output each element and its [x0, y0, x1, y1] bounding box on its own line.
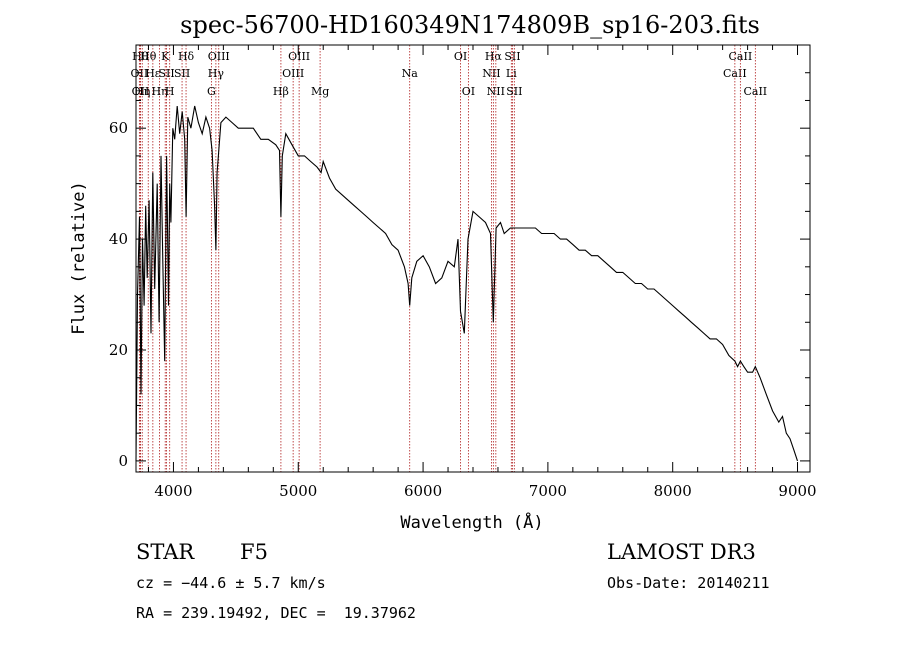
line-label: OII	[131, 67, 149, 80]
line-label: Hθ	[140, 50, 157, 63]
axis-ticks	[136, 45, 810, 472]
line-label: Hγ	[208, 67, 225, 80]
line-label: NII	[487, 85, 505, 98]
line-label: Hη	[151, 85, 167, 98]
x-tick-label: 6000	[404, 482, 442, 500]
plot-frame	[135, 44, 811, 473]
line-label: Hα	[485, 50, 503, 63]
line-label: Hβ	[273, 85, 289, 98]
y-axis-label: Flux (relative)	[69, 181, 89, 335]
x-tick-label: 8000	[654, 482, 692, 500]
line-label: SII	[158, 67, 174, 80]
chart-title: spec-56700-HD160349N174809B_sp16-203.fit…	[180, 11, 760, 39]
line-label: K	[161, 50, 170, 63]
line-label: Li	[506, 67, 517, 80]
line-label: CaII	[729, 50, 753, 63]
y-tick-label: 40	[109, 230, 128, 248]
coordinates: RA = 239.19492, DEC = 19.37962	[136, 604, 416, 622]
y-tick-label: 20	[109, 341, 128, 359]
line-label: Hη	[134, 85, 150, 98]
object-type: STAR	[136, 540, 195, 564]
x-tick-label: 7000	[529, 482, 567, 500]
line-label: OI	[454, 50, 467, 63]
line-label: OIII	[282, 67, 304, 80]
line-label: Na	[402, 67, 419, 80]
x-axis-label: Wavelength (Å)	[400, 511, 543, 533]
redshift-velocity: cz = −44.6 ± 5.7 km/s	[136, 574, 326, 592]
x-tick-label: 5000	[279, 482, 317, 500]
line-label: H	[165, 85, 175, 98]
line-label: Hδ	[178, 50, 195, 63]
y-tick-label: 60	[109, 119, 128, 137]
survey-name: LAMOST DR3	[607, 540, 756, 564]
observation-date: Obs-Date: 20140211	[607, 574, 770, 592]
line-label: OIII	[288, 50, 310, 63]
line-label: Mg	[311, 85, 329, 98]
x-tick-label: 9000	[778, 482, 816, 500]
y-tick-label: 0	[118, 452, 128, 470]
spectral-line-markers: HθOIIOIIHηHθHεHηKSIIHHδSIIGHγOIIIHβOIIIO…	[131, 45, 767, 472]
line-label: CaII	[743, 85, 767, 98]
line-label: SII	[174, 67, 190, 80]
x-tick-label: 4000	[154, 482, 192, 500]
line-label: SII	[506, 85, 522, 98]
line-label: SII	[504, 50, 520, 63]
line-label: CaII	[723, 67, 747, 80]
line-label: OI	[462, 85, 475, 98]
axis-tick-labels: 4000 5000 6000 7000 8000 9000 0 20 40 60	[109, 119, 817, 500]
object-subclass: F5	[240, 540, 268, 564]
line-label: Hε	[145, 67, 161, 80]
spectrum-line	[135, 105, 799, 462]
line-label: NII	[482, 67, 500, 80]
line-label: OIII	[208, 50, 230, 63]
line-label: G	[207, 85, 216, 98]
